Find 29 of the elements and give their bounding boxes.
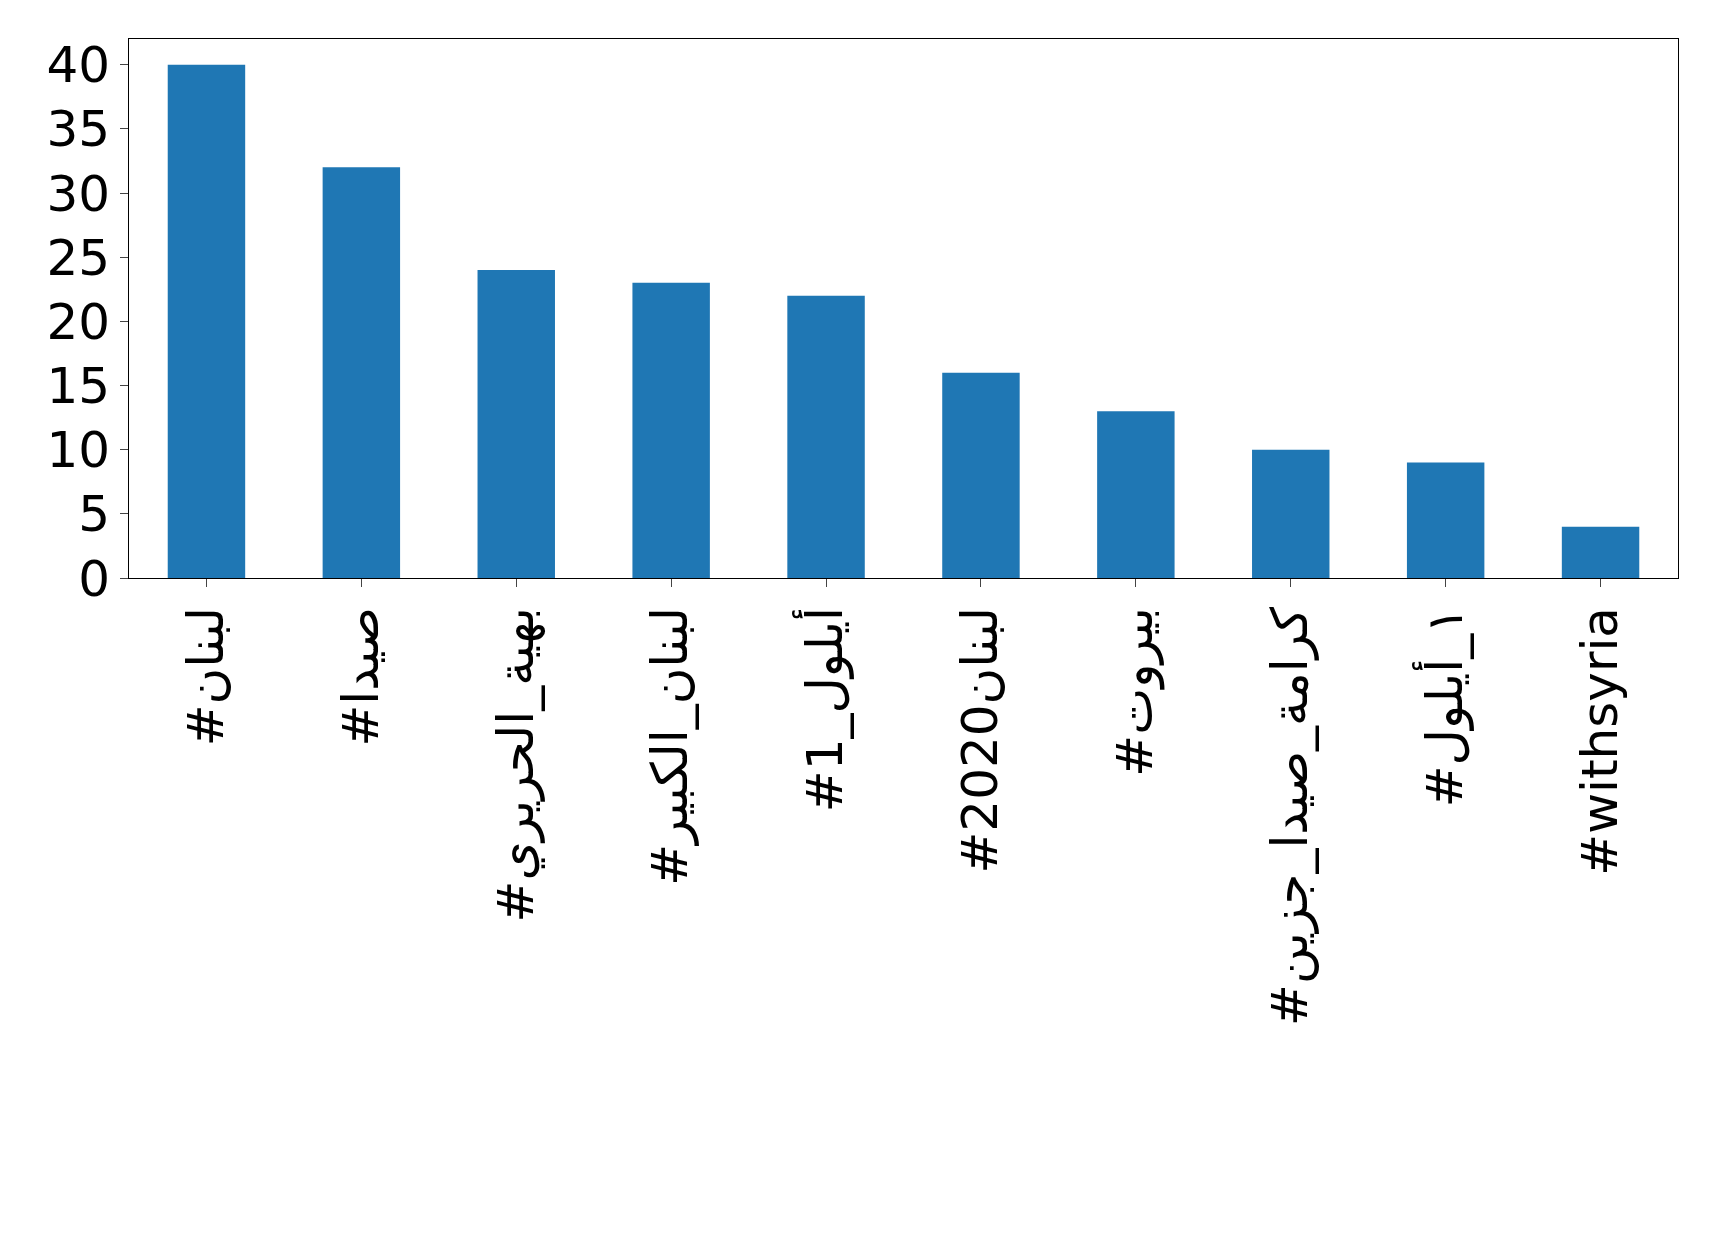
x-tick-label: #١_أيلول: [1411, 607, 1474, 808]
y-tick-label: 0: [78, 549, 110, 608]
x-tick-label: #بيروت: [1106, 607, 1166, 777]
bar: [1252, 449, 1330, 578]
y-tick-label: 40: [46, 36, 110, 95]
x-tick-label: #لبنان_الكبير: [641, 607, 700, 886]
x-tick-label: #1_أيلول: [792, 607, 855, 813]
x-tick-label: #لبنان: [176, 607, 235, 747]
y-tick-label: 15: [46, 357, 110, 415]
x-tick-label: #لبنان2020: [951, 607, 1010, 874]
y-tick-label: 10: [46, 421, 110, 480]
bar: [1561, 526, 1640, 578]
bar: [1097, 411, 1175, 578]
x-tick-label: #كرامة_صيدا_جزين: [1261, 606, 1319, 1026]
y-tick-label: 35: [46, 100, 110, 159]
y-tick-label: 20: [46, 292, 110, 351]
x-tick-label: #بهية_الحريري: [486, 607, 546, 923]
bar: [477, 270, 555, 578]
bar: [167, 64, 246, 578]
y-tick-label: 30: [46, 164, 110, 223]
y-tick-label: 5: [78, 485, 110, 544]
bar: [632, 282, 710, 578]
bar: [322, 167, 401, 578]
bar: [1406, 462, 1485, 578]
x-tick-label: #صيدا: [331, 607, 390, 747]
y-tick-label: 25: [46, 228, 110, 287]
bar: [942, 372, 1020, 578]
x-tick-label: #withsyria: [1570, 607, 1629, 876]
bar: [787, 295, 865, 578]
